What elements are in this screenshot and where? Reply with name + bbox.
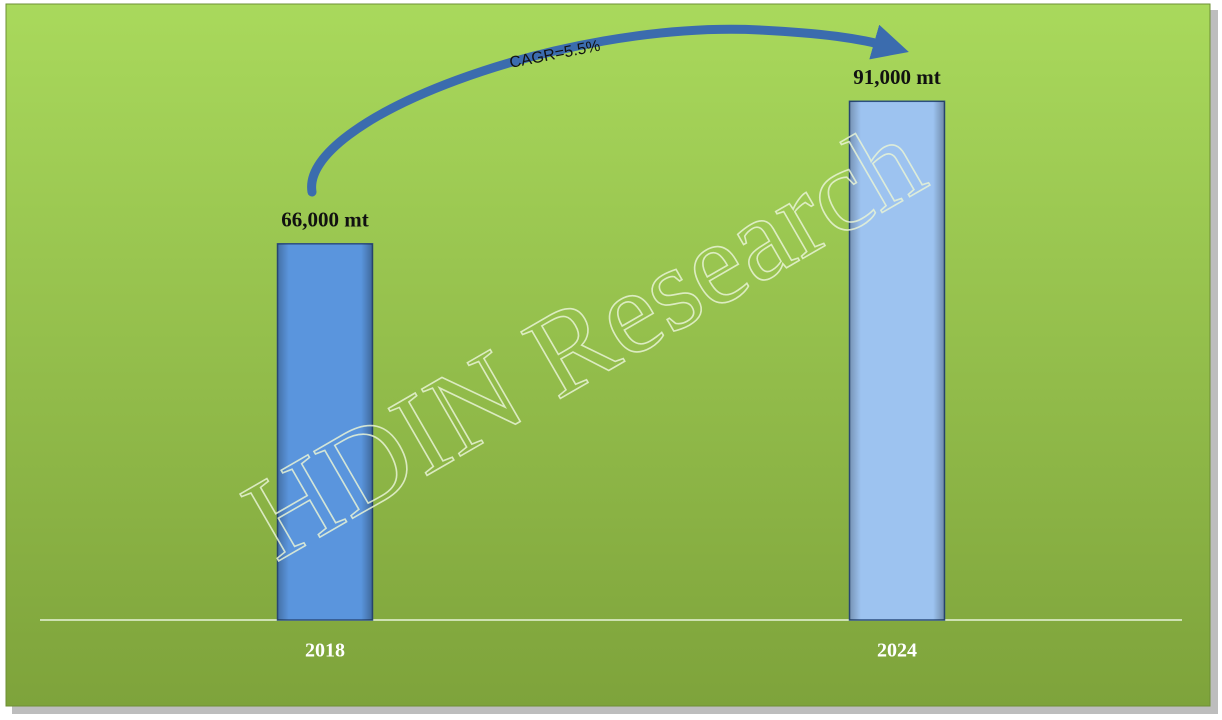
bar-shade — [849, 101, 945, 621]
x-tick-label: 2018 — [305, 640, 345, 662]
chart-background — [5, 3, 1211, 707]
value-label: 66,000 mt — [281, 208, 369, 232]
bar-shade — [277, 243, 373, 621]
value-label: 91,000 mt — [853, 65, 941, 89]
cagr-arrow — [307, 24, 909, 197]
x-tick-label: 2024 — [877, 640, 917, 662]
